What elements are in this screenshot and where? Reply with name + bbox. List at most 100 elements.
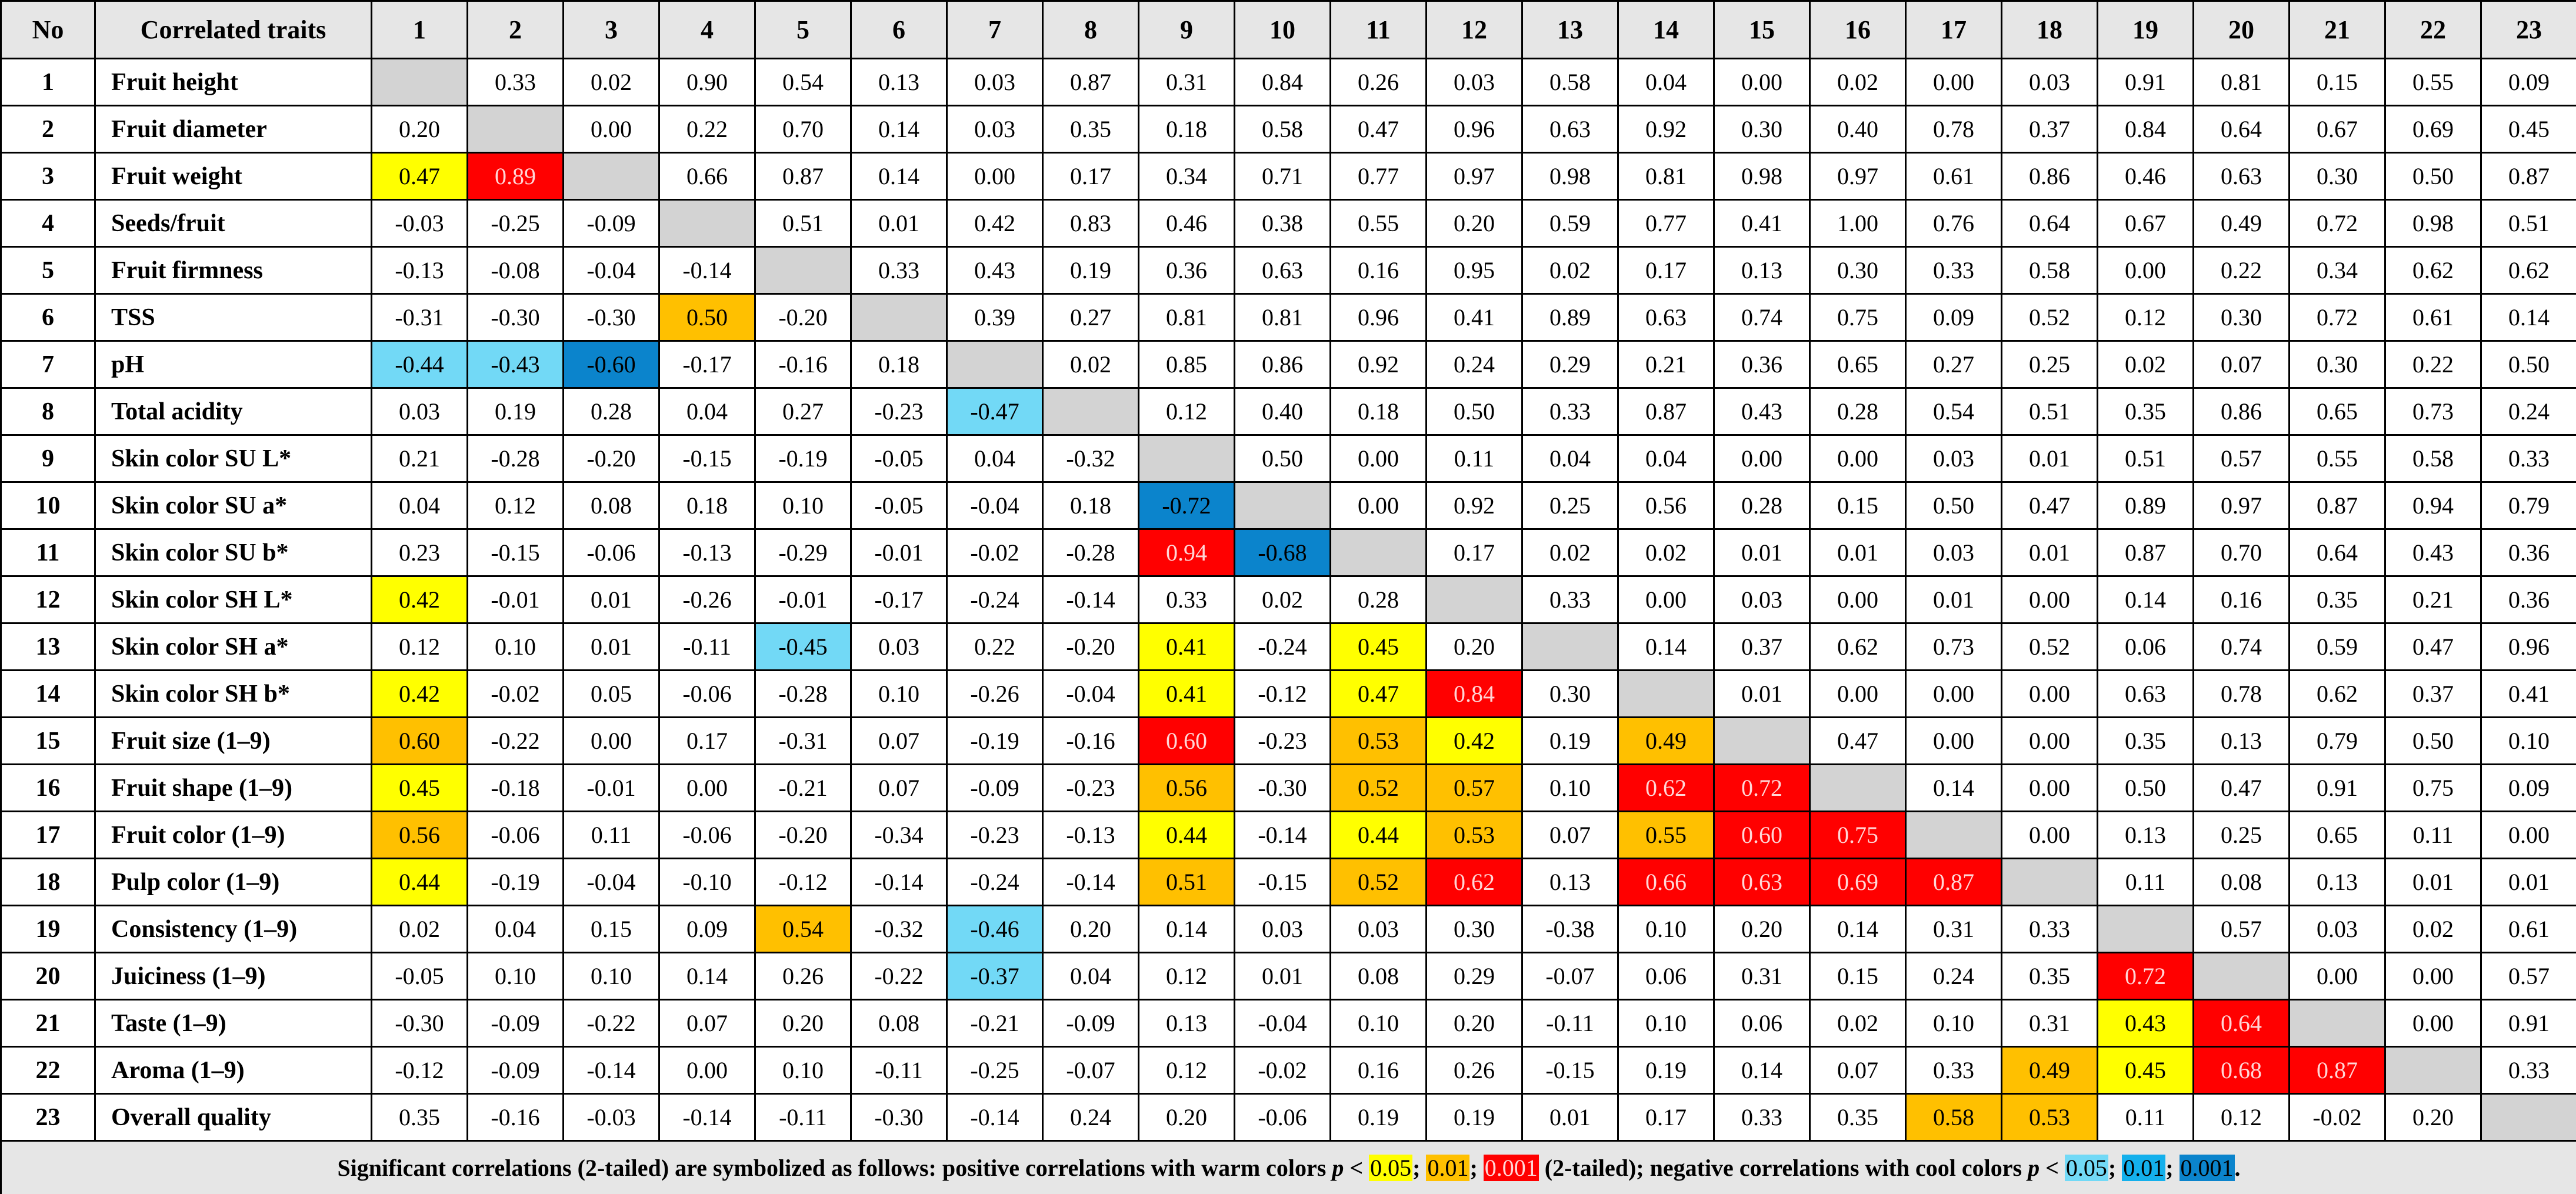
value-cell: 0.76 (1905, 199, 2002, 248)
value-cell: 0.64 (2288, 528, 2386, 577)
value-cell: 0.67 (2097, 199, 2194, 248)
value-cell: 0.00 (1905, 669, 2002, 718)
value-cell: 0.33 (2480, 434, 2576, 483)
highlighted-cell: 0.47 (1329, 669, 1427, 718)
value-cell: 0.03 (1713, 575, 1811, 624)
highlighted-cell: 0.52 (1329, 858, 1427, 906)
value-cell: 0.00 (658, 763, 756, 812)
value-cell: 0.12 (1138, 952, 1235, 1000)
value-cell: 0.14 (2097, 575, 2194, 624)
value-cell: -0.20 (1042, 622, 1139, 671)
value-cell: 0.56 (1617, 481, 1715, 530)
value-cell: 0.00 (1809, 434, 1907, 483)
value-cell: 0.13 (1713, 246, 1811, 295)
value-cell: -0.01 (754, 575, 852, 624)
value-cell: 0.37 (1713, 622, 1811, 671)
value-cell: 0.25 (2192, 811, 2290, 859)
trait-name: Overall quality (94, 1093, 372, 1142)
value-cell: 0.03 (2288, 905, 2386, 953)
value-cell: 0.10 (466, 952, 564, 1000)
value-cell: 0.02 (1521, 528, 1619, 577)
value-cell: -0.05 (850, 434, 948, 483)
value-cell: 0.11 (2097, 858, 2194, 906)
column-header: 4 (658, 0, 756, 59)
value-cell: 0.33 (1713, 1093, 1811, 1142)
value-cell: 0.59 (1521, 199, 1619, 248)
value-cell: -0.11 (1521, 999, 1619, 1048)
row-number: 10 (0, 481, 96, 530)
value-cell: 0.35 (2097, 387, 2194, 436)
value-cell: 0.08 (2192, 858, 2290, 906)
value-cell: 0.07 (658, 999, 756, 1048)
value-cell: -0.31 (754, 716, 852, 765)
value-cell: 0.08 (562, 481, 660, 530)
table-row: 23 Overall quality 0.35 -0.16 -0.03 -0.14 -0.1… (0, 1093, 2576, 1142)
footnote-segment: p (1332, 1155, 1344, 1181)
value-cell: 0.47 (2192, 763, 2290, 812)
footnote-segment: 0.05 (2064, 1155, 2108, 1181)
column-header: 11 (1329, 0, 1427, 59)
value-cell: -0.01 (850, 528, 948, 577)
value-cell: 0.95 (1425, 246, 1523, 295)
value-cell: 0.37 (2384, 669, 2482, 718)
diagonal-cell (2192, 952, 2290, 1000)
value-cell: 0.51 (2097, 434, 2194, 483)
value-cell: -0.13 (1042, 811, 1139, 859)
value-cell: 0.00 (1809, 669, 1907, 718)
header-row: No Correlated traits 1 2 3 4 5 6 7 8 9 10 11 12 13 14 15… (0, 0, 2576, 59)
value-cell: 0.00 (2001, 669, 2098, 718)
column-header: 22 (2384, 0, 2482, 59)
highlighted-cell: 0.87 (1905, 858, 2002, 906)
value-cell: 0.07 (850, 716, 948, 765)
highlighted-cell: 0.89 (466, 152, 564, 201)
column-header: 2 (466, 0, 564, 59)
value-cell: 0.01 (562, 622, 660, 671)
value-cell: 0.30 (2288, 152, 2386, 201)
value-cell: 0.04 (371, 481, 468, 530)
diagonal-cell (466, 105, 564, 154)
value-cell: 0.13 (1521, 858, 1619, 906)
value-cell: 0.43 (946, 246, 1044, 295)
value-cell: 0.36 (1138, 246, 1235, 295)
value-cell: 0.33 (466, 58, 564, 106)
value-cell: 0.00 (946, 152, 1044, 201)
value-cell: 0.12 (1138, 387, 1235, 436)
value-cell: 0.28 (1809, 387, 1907, 436)
value-cell: -0.15 (466, 528, 564, 577)
column-header: 18 (2001, 0, 2098, 59)
column-header: 5 (754, 0, 852, 59)
value-cell: -0.06 (658, 669, 756, 718)
footnote-segment: ; (1412, 1155, 1427, 1181)
value-cell: -0.17 (850, 575, 948, 624)
value-cell: 0.10 (2480, 716, 2576, 765)
highlighted-cell: 0.94 (1138, 528, 1235, 577)
value-cell: 0.03 (1905, 528, 2002, 577)
value-cell: 0.13 (2192, 716, 2290, 765)
value-cell: 0.55 (2384, 58, 2482, 106)
value-cell: 0.00 (2097, 246, 2194, 295)
value-cell: 0.00 (1713, 58, 1811, 106)
row-number: 22 (0, 1046, 96, 1095)
value-cell: 0.13 (2288, 858, 2386, 906)
value-cell: 0.87 (2480, 152, 2576, 201)
footnote-segment: < (2040, 1155, 2065, 1181)
table-row: 18 Pulp color (1–9) 0.44 -0.19 -0.04 -0.10 -0.… (0, 858, 2576, 906)
value-cell: 0.87 (2288, 481, 2386, 530)
value-cell: -0.14 (562, 1046, 660, 1095)
highlighted-cell: 0.75 (1809, 811, 1907, 859)
column-header: 9 (1138, 0, 1235, 59)
value-cell: 0.50 (2097, 763, 2194, 812)
value-cell: 0.63 (1234, 246, 1331, 295)
value-cell: 0.23 (371, 528, 468, 577)
value-cell: -0.03 (562, 1093, 660, 1142)
value-cell: 0.62 (2480, 246, 2576, 295)
value-cell: -0.15 (1521, 1046, 1619, 1095)
trait-name: Consistency (1–9) (94, 905, 372, 953)
table-row: 12 Skin color SH L* 0.42 -0.01 0.01 -0.26 -0.0… (0, 575, 2576, 624)
value-cell: 0.69 (2384, 105, 2482, 154)
highlighted-cell: 0.42 (371, 575, 468, 624)
value-cell: -0.30 (466, 293, 564, 342)
value-cell: 0.72 (2288, 293, 2386, 342)
value-cell: 0.94 (2384, 481, 2482, 530)
